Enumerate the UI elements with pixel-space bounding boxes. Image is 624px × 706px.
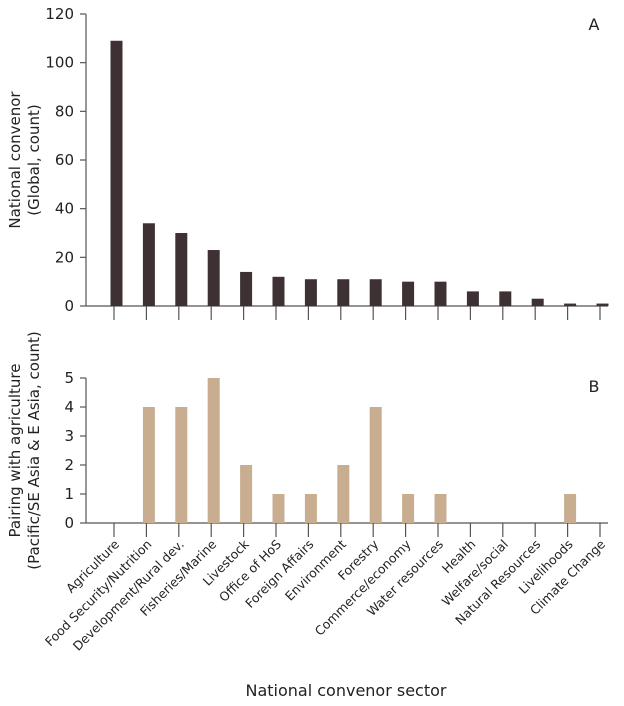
bar-a-1	[142, 223, 155, 306]
bar-a-8	[369, 279, 382, 306]
bar-a-7	[337, 279, 350, 306]
bar-a-9	[402, 281, 415, 306]
y-tick-label: 0	[64, 297, 74, 315]
bar-a-13	[531, 298, 544, 306]
y-tick-label: 4	[64, 398, 74, 416]
y-axis-title-line: (Pacific/SE Asia & E Asia, count)	[25, 331, 43, 569]
bar-a-11	[466, 291, 479, 306]
y-tick-label: 2	[64, 456, 74, 474]
bar-a-12	[499, 291, 512, 306]
y-axis-title-line: National convenor	[6, 91, 24, 229]
bar-a-2	[175, 233, 188, 306]
y-tick-label: 0	[64, 514, 74, 532]
bar-b-8	[369, 407, 382, 523]
bar-a-0	[110, 40, 123, 307]
bar-a-10	[434, 281, 447, 306]
bar-a-14	[564, 303, 577, 306]
panel-label: B	[589, 377, 600, 396]
bar-a-15	[596, 303, 609, 306]
y-tick-label: 60	[55, 151, 74, 169]
bar-b-10	[434, 494, 447, 523]
panel-a: 0 20 40 60 80 100 120 A National convenor (Global…	[6, 5, 609, 320]
y-tick-label: 5	[64, 369, 74, 387]
bar-a-5	[272, 276, 285, 306]
bar-b-7	[337, 465, 350, 523]
y-axis-title-line: (Global, count)	[25, 104, 43, 215]
bar-b-14	[564, 494, 577, 523]
y-tick-label: 20	[55, 248, 74, 266]
bar-b-4	[240, 465, 253, 523]
y-tick-label: 1	[64, 485, 74, 503]
bar-b-9	[402, 494, 415, 523]
bar-b-2	[175, 407, 188, 523]
bar-b-5	[272, 494, 285, 523]
bar-b-6	[304, 494, 317, 523]
bar-b-1	[142, 407, 155, 523]
y-tick-label: 120	[45, 5, 74, 23]
panel-b: 0 1 2 3 4 5 B Pairing with agriculture (Pacific/…	[6, 331, 608, 570]
y-tick-label: 100	[45, 54, 74, 72]
bar-a-4	[240, 271, 253, 306]
y-tick-label: 40	[55, 200, 74, 218]
panel-label: A	[589, 15, 600, 34]
bar-b-3	[207, 378, 220, 523]
y-tick-label: 3	[64, 427, 74, 445]
y-tick-label: 80	[55, 102, 74, 120]
bar-a-6	[304, 279, 317, 306]
y-axis-title-line: Pairing with agriculture	[6, 364, 24, 538]
bar-a-3	[207, 250, 220, 306]
x-axis-title: National convenor sector	[245, 681, 446, 700]
